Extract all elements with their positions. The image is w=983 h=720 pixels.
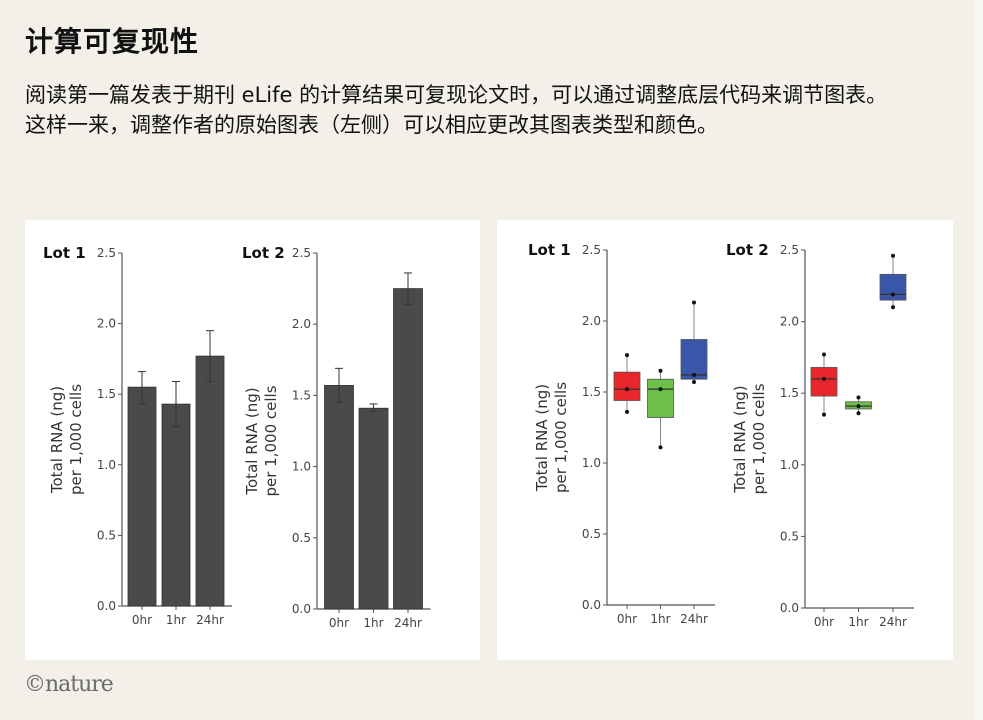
x-tick-label: 0hr [132,613,152,627]
x-tick-label: 24hr [394,616,422,630]
modified-charts-panel [497,220,953,660]
data-point [658,368,663,373]
x-tick-label: 1hr [650,612,670,626]
bar [324,385,354,610]
y-tick-label: 2.5 [582,243,601,257]
data-point [856,395,861,400]
box [647,378,674,418]
y-tick-label: 0.0 [292,602,311,616]
y-tick-label: 2.5 [97,246,116,260]
y-tick-label: 2.5 [292,246,311,260]
nature-logo: ©nature [24,672,114,697]
x-tick-label: 0hr [329,616,349,630]
x-tick-label: 0hr [617,612,637,626]
y-tick-label: 2.0 [780,315,799,329]
data-point [658,445,663,450]
y-tick-label: 0.5 [582,527,601,541]
y-axis-label: per 1,000 cells [750,383,768,494]
y-tick-label: 1.0 [292,460,311,474]
box [810,367,838,397]
y-axis-label: per 1,000 cells [552,382,570,493]
y-axis-label: Total RNA (ng) [533,384,551,492]
x-tick-label: 1hr [166,613,186,627]
x-tick-label: 0hr [814,615,834,629]
x-tick-label: 24hr [680,612,708,626]
y-tick-label: 1.5 [780,386,799,400]
data-point [891,292,895,297]
y-tick-label: 2.5 [780,243,799,257]
y-tick-label: 0.5 [780,529,799,543]
subplot-title: Lot 2 [726,241,769,259]
y-tick-label: 0.5 [292,531,311,545]
x-tick-label: 24hr [196,613,224,627]
y-axis-label: Total RNA (ng) [731,385,749,493]
data-point [625,409,629,414]
data-point [625,353,629,358]
page-title: 计算可复现性 [25,25,200,58]
subplot-title: Lot 1 [43,244,86,262]
bar [127,386,157,607]
data-point [891,253,895,258]
page-edge [975,0,983,720]
box [613,371,641,401]
subplot-title: Lot 1 [528,241,571,259]
y-tick-label: 2.0 [582,314,601,328]
y-tick-label: 1.5 [292,388,311,402]
data-point [856,411,861,416]
bar [358,407,389,610]
data-point [692,372,696,377]
y-tick-label: 1.5 [582,385,601,399]
bar [161,403,191,607]
subplot-3: Lot 1 0.0 0.5 1.0 1.5 2.0 2.5 Total RNA (ng) per… [528,241,715,626]
y-axis-label: Total RNA (ng) [48,386,66,494]
y-tick-label: 1.5 [97,387,116,401]
y-tick-label: 2.0 [292,317,311,331]
y-tick-label: 1.0 [97,458,116,472]
y-axis-label: per 1,000 cells [67,384,85,495]
data-point [822,412,826,417]
y-tick-label: 1.0 [780,458,799,472]
data-point [891,305,895,310]
data-point [822,376,826,381]
x-tick-label: 1hr [848,615,868,629]
data-point [692,300,696,305]
data-point [658,387,663,392]
y-axis-label: per 1,000 cells [262,385,280,496]
y-tick-label: 0.0 [582,598,601,612]
subplot-2: Lot 2 0.0 0.5 1.0 1.5 2.0 2.5 Total RNA (ng) per… [242,244,431,630]
bar [195,355,225,607]
y-axis-label: Total RNA (ng) [243,387,261,495]
x-tick-label: 24hr [879,615,907,629]
y-tick-label: 0.5 [97,528,116,542]
y-tick-label: 1.0 [582,456,601,470]
x-tick-label: 1hr [363,616,383,630]
subplot-title: Lot 2 [242,244,285,262]
y-tick-label: 0.0 [97,599,116,613]
page-description: 阅读第一篇发表于期刊 eLife 的计算结果可复现论文时，可以通过调整底层代码来… [25,83,888,137]
data-point [856,404,861,409]
data-point [692,380,696,385]
subplot-1: Lot 1 0.0 0.5 1.0 1.5 2.0 2.5 Total RNA (ng) per… [43,244,232,627]
box [680,339,708,380]
data-point [822,352,826,357]
bar [393,288,423,610]
y-tick-label: 2.0 [97,317,116,331]
y-tick-label: 0.0 [780,601,799,615]
data-point [625,387,629,392]
subplot-4: Lot 2 0.0 0.5 1.0 1.5 2.0 2.5 Total RNA (ng) per… [726,241,914,629]
